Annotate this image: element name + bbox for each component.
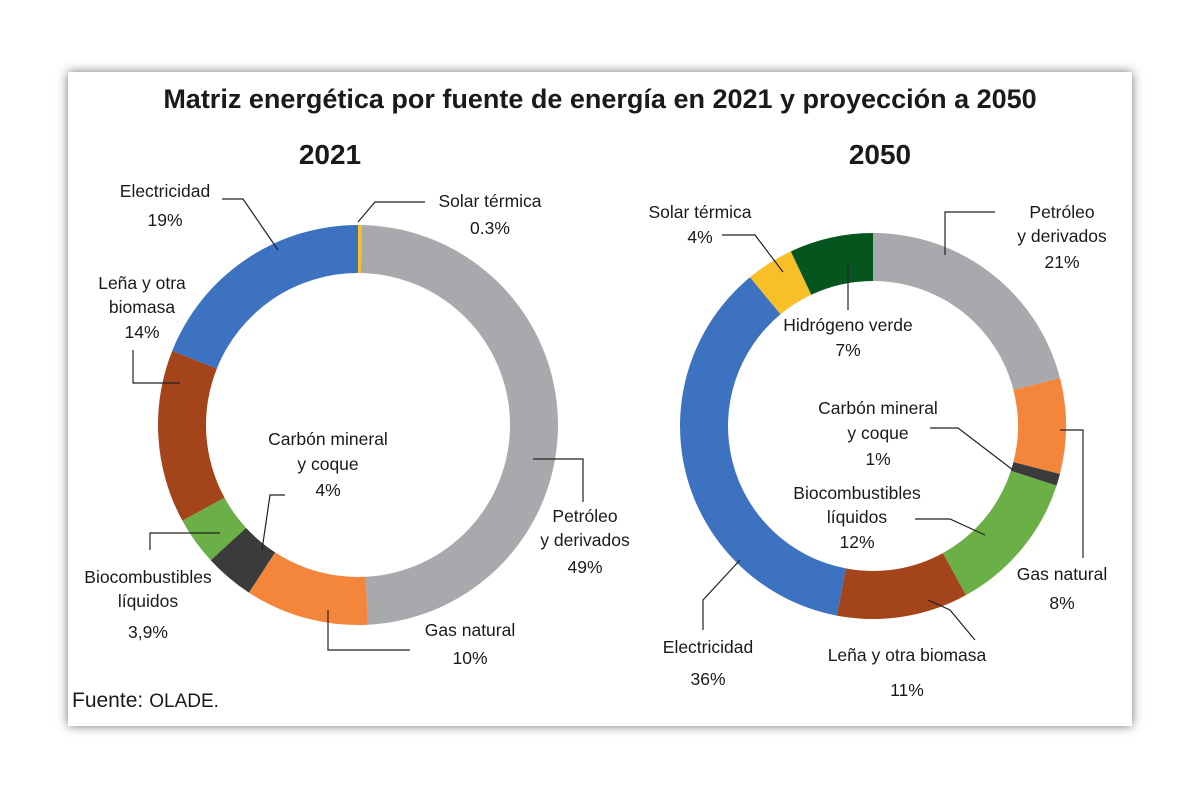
slice-2021-petroleo-y-derivados — [360, 225, 559, 625]
leader-2050-gas — [1060, 429, 1084, 558]
slice-2021-biocombustibles-liquidos — [182, 497, 247, 561]
leader-2021-elec — [222, 198, 279, 251]
leader-2021-bio — [149, 532, 220, 550]
label-2021-elec: Electricidad 19% — [120, 181, 210, 230]
leader-2021-lena — [132, 350, 180, 384]
leader-2050-solar — [722, 234, 784, 273]
slice-2021-gas-natural — [248, 552, 369, 625]
slice-2021-lena-y-otra-biomasa — [158, 350, 225, 521]
slice-2021-solar-termica — [358, 225, 362, 274]
leader-2050-petroleo — [944, 211, 995, 255]
slice-2050-petroleo-y-derivados — [873, 233, 1060, 390]
leader-2050-elec — [702, 559, 741, 630]
label-2021-lena: Leña y otra biomasa 14% — [98, 273, 186, 342]
label-2050-carbon: Carbón mineral y coque 1% — [818, 398, 938, 469]
slice-2021-electricidad — [172, 225, 358, 369]
chart-card — [68, 72, 1132, 726]
label-2021-carbon: Carbón mineral y coque 4% — [268, 429, 388, 500]
label-2021-petroleo: Petróleo y derivados 49% — [540, 506, 630, 577]
label-2021-solar: Solar térmica 0.3% — [438, 191, 541, 238]
label-2050-gas: Gas natural 8% — [1017, 564, 1107, 613]
leader-2021-gas — [327, 610, 410, 651]
label-2050-hidrogeno: Hidrógeno verde 7% — [783, 315, 912, 360]
year-label-2050: 2050 — [849, 139, 911, 170]
source-note: Fuente: OLADE. — [72, 689, 219, 712]
year-label-2021: 2021 — [299, 139, 361, 170]
slice-2021-carbon-mineral-y-coque — [210, 527, 276, 593]
label-2050-petroleo: Petróleo y derivados 21% — [1017, 202, 1107, 272]
donut-2021 — [158, 225, 559, 625]
leader-2021-carbon — [261, 494, 285, 551]
chart-title: Matriz energética por fuente de energía … — [163, 84, 1036, 114]
label-2021-bio: Biocombustibles líquidos 3,9% — [84, 567, 212, 642]
label-2021-gas: Gas natural 10% — [425, 620, 515, 668]
leader-2050-carbon — [930, 427, 1014, 471]
donut-2050 — [680, 233, 1066, 619]
label-2050-lena: Leña y otra biomasa 11% — [828, 645, 987, 700]
slice-2050-electricidad — [680, 277, 846, 616]
leader-2050-lena — [927, 599, 976, 641]
slice-2050-biocombustibles-liquidos — [942, 470, 1057, 596]
label-2050-elec: Electricidad 36% — [663, 637, 753, 689]
slice-2050-solar-termica — [749, 251, 812, 315]
slice-2050-hidrogeno-verde — [790, 233, 873, 295]
leader-2021-solar — [357, 201, 425, 223]
leader-2050-bio — [915, 518, 986, 536]
slice-2050-gas-natural — [1013, 378, 1066, 474]
leader-2021-petroleo — [533, 458, 584, 502]
slice-2050-carbon-mineral-y-coque — [1010, 462, 1060, 486]
label-2050-solar: Solar térmica 4% — [648, 202, 751, 247]
label-2050-bio: Biocombustibles líquidos 12% — [793, 483, 921, 552]
